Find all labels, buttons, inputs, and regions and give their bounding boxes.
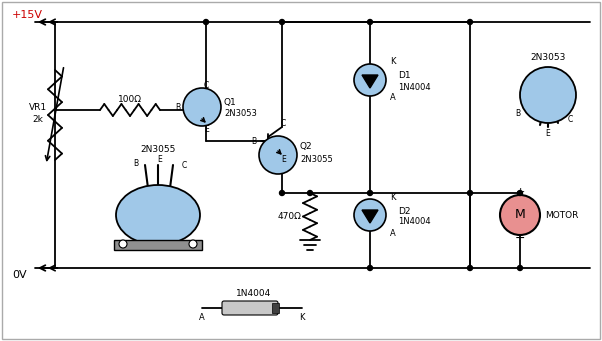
- Text: 2N3053: 2N3053: [530, 53, 566, 61]
- Text: C: C: [568, 116, 573, 124]
- Polygon shape: [362, 210, 378, 223]
- Circle shape: [354, 199, 386, 231]
- Text: D2: D2: [398, 207, 411, 216]
- Text: E: E: [158, 154, 163, 163]
- FancyBboxPatch shape: [222, 301, 278, 315]
- Circle shape: [203, 19, 208, 25]
- Circle shape: [354, 64, 386, 96]
- Bar: [114, 240, 202, 250]
- Text: B: B: [134, 159, 138, 167]
- Circle shape: [183, 88, 221, 126]
- Text: C: C: [281, 119, 286, 128]
- Text: A: A: [390, 93, 396, 103]
- Text: −: −: [515, 232, 526, 244]
- Bar: [272, 303, 279, 313]
- Circle shape: [308, 191, 312, 195]
- Text: +: +: [515, 187, 525, 197]
- Circle shape: [500, 195, 540, 235]
- Circle shape: [520, 67, 576, 123]
- Text: K: K: [390, 58, 396, 66]
- Text: 2k: 2k: [33, 116, 43, 124]
- Circle shape: [259, 136, 297, 174]
- Text: 2N3055: 2N3055: [300, 154, 333, 163]
- Circle shape: [279, 19, 285, 25]
- Circle shape: [119, 240, 127, 248]
- Text: Q2: Q2: [300, 143, 312, 151]
- Text: 1N4004: 1N4004: [398, 218, 430, 226]
- Text: VR1: VR1: [29, 103, 47, 112]
- Text: K: K: [390, 193, 396, 202]
- Text: E: E: [204, 124, 209, 133]
- Circle shape: [518, 266, 523, 270]
- Text: A: A: [390, 228, 396, 237]
- Circle shape: [468, 191, 473, 195]
- Text: E: E: [545, 129, 550, 137]
- Text: M: M: [515, 208, 526, 222]
- Text: B: B: [515, 108, 520, 118]
- Circle shape: [468, 19, 473, 25]
- Text: E: E: [281, 155, 286, 164]
- Text: Q1: Q1: [224, 98, 237, 106]
- Circle shape: [367, 191, 373, 195]
- Text: 2N3053: 2N3053: [224, 109, 257, 119]
- Circle shape: [279, 191, 285, 195]
- Text: +15V: +15V: [12, 10, 43, 20]
- Text: 1N4004: 1N4004: [237, 290, 272, 298]
- Text: A: A: [199, 313, 205, 323]
- Circle shape: [518, 191, 523, 195]
- Text: 2N3055: 2N3055: [140, 145, 176, 153]
- Text: 0V: 0V: [12, 270, 26, 280]
- Circle shape: [468, 266, 473, 270]
- Text: B: B: [175, 103, 180, 112]
- Text: 1N4004: 1N4004: [398, 83, 430, 91]
- Text: K: K: [299, 313, 305, 323]
- Text: B: B: [251, 136, 256, 146]
- Circle shape: [189, 240, 197, 248]
- Text: C: C: [204, 80, 209, 89]
- Text: C: C: [181, 161, 187, 169]
- Circle shape: [367, 19, 373, 25]
- Polygon shape: [362, 75, 378, 88]
- Text: MOTOR: MOTOR: [545, 210, 579, 220]
- Circle shape: [367, 266, 373, 270]
- Ellipse shape: [116, 185, 200, 245]
- Text: D1: D1: [398, 72, 411, 80]
- Text: 470Ω: 470Ω: [278, 212, 302, 221]
- Text: 100Ω: 100Ω: [118, 95, 142, 104]
